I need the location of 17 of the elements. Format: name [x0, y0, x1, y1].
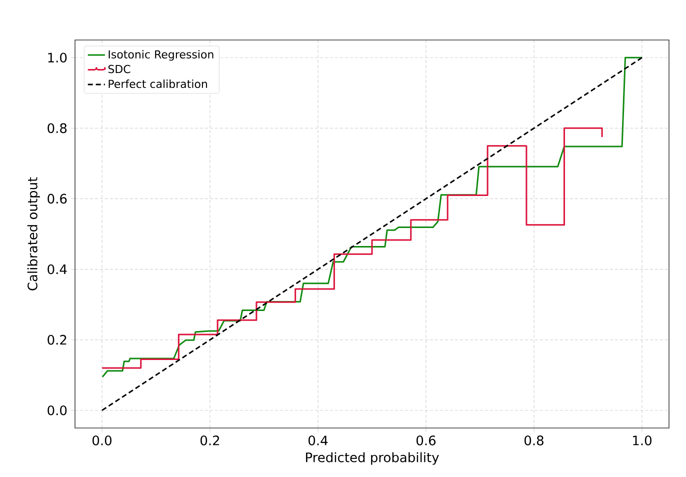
x-tick-label: 0.0	[92, 436, 112, 446]
x-tick-label: 0.6	[416, 436, 436, 446]
legend-label: Perfect calibration	[108, 80, 207, 88]
x-tick-label: 1.0	[633, 436, 652, 446]
legend-label: Isotonic Regression	[108, 50, 214, 61]
legend-label: SDC	[108, 64, 130, 74]
y-tick-label: 0.0	[48, 405, 67, 416]
x-tick-label: 0.8	[524, 436, 544, 446]
x-tick-label: 0.4	[308, 436, 328, 446]
y-axis-title: Calibrated output	[27, 177, 40, 290]
y-tick-label: 1.0	[48, 52, 67, 63]
y-tick-label: 0.4	[48, 264, 67, 274]
y-tick-label: 0.6	[48, 194, 67, 204]
y-tick-label: 0.2	[48, 334, 66, 345]
y-tick-label: 0.8	[48, 123, 67, 134]
x-axis-title: Predicted probability	[306, 452, 439, 465]
x-tick-label: 0.2	[200, 436, 220, 446]
